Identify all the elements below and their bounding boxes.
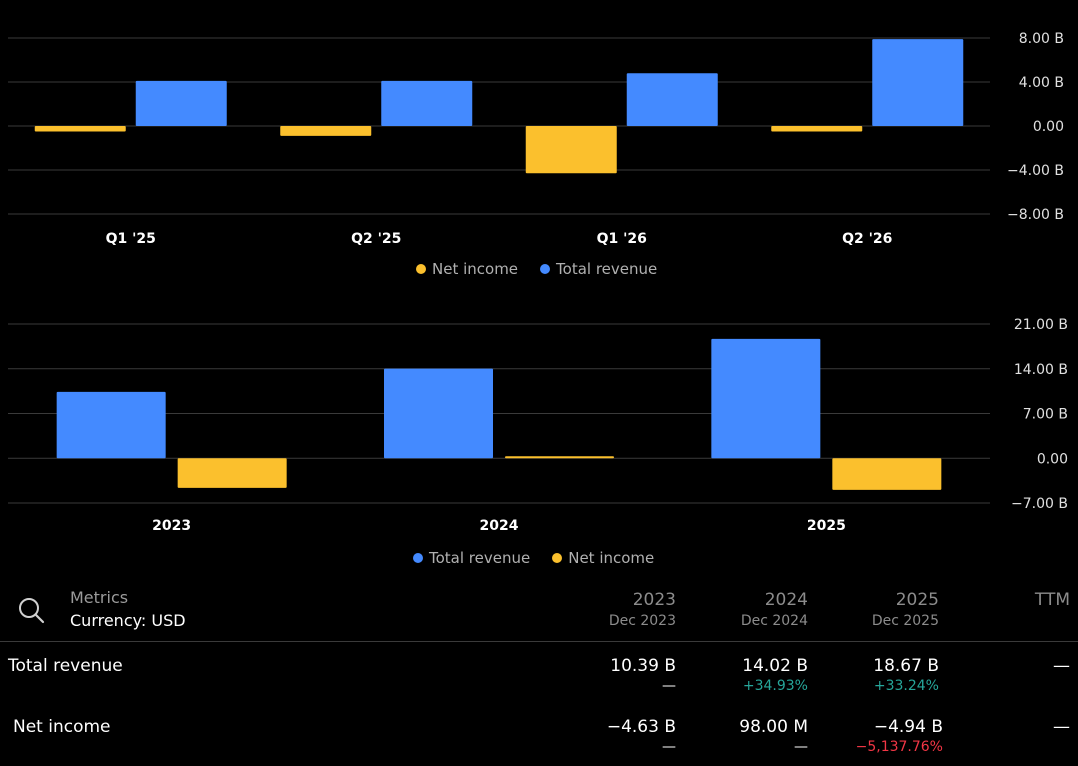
- legend-label: Total revenue: [429, 549, 531, 567]
- legend-dot: [540, 264, 551, 274]
- column-period: Dec 2024: [740, 613, 808, 629]
- column-year: 2024: [764, 590, 808, 610]
- x-tick-label: 2024: [480, 518, 519, 534]
- bar-net-income[interactable]: [832, 458, 942, 490]
- legend-label: Net income: [432, 260, 519, 278]
- column-year: 2025: [895, 590, 939, 610]
- table-divider: [0, 641, 1078, 642]
- cell-change: −5,137.76%: [855, 739, 943, 755]
- cell-value: −4.63 B: [606, 717, 676, 737]
- bar-total-revenue[interactable]: [711, 338, 821, 459]
- y-tick-label: 0.00: [1033, 119, 1064, 135]
- x-tick-label: Q1 '26: [597, 231, 647, 247]
- column-period: Dec 2023: [608, 613, 676, 629]
- bar-net-income[interactable]: [177, 458, 287, 488]
- legend-item-net-income[interactable]: Net income: [416, 260, 518, 278]
- y-tick-label: −8.00 B: [1007, 207, 1064, 223]
- bar-total-revenue[interactable]: [135, 80, 227, 126]
- chart1-legend: Net income Total revenue: [416, 260, 657, 278]
- cell-total-revenue-2025: 18.67 B +33.24%: [873, 656, 939, 694]
- bar-total-revenue[interactable]: [381, 80, 473, 126]
- row-label-total-revenue[interactable]: Total revenue: [8, 656, 123, 676]
- x-tick-label: Q2 '26: [842, 231, 892, 247]
- cell-net-income-2025: −4.94 B −5,137.76%: [856, 717, 943, 755]
- cell-change: —: [662, 739, 676, 755]
- legend-label: Net income: [568, 549, 655, 567]
- column-header-2025: 2025 Dec 2025: [872, 590, 939, 629]
- y-tick-label: −7.00 B: [1011, 496, 1068, 512]
- row-label-net-income[interactable]: Net income: [13, 717, 111, 737]
- y-tick-label: 14.00 B: [1014, 362, 1068, 378]
- y-tick-label: 8.00 B: [1019, 31, 1064, 47]
- cell-net-income-2024: 98.00 M —: [739, 717, 808, 755]
- y-tick-label: 21.00 B: [1014, 317, 1068, 333]
- legend-item-net-income[interactable]: Net income: [552, 549, 654, 567]
- annual-bar-chart: 21.00 B 14.00 B 7.00 B 0.00 −7.00 B 2023 2024 2…: [8, 317, 1068, 534]
- legend-item-total-revenue[interactable]: Total revenue: [413, 549, 530, 567]
- x-tick-label: 2023: [152, 518, 191, 534]
- y-tick-label: 4.00 B: [1019, 75, 1064, 91]
- cell-value: 98.00 M: [739, 717, 808, 737]
- bar-net-income[interactable]: [505, 456, 614, 459]
- cell-change: —: [794, 739, 808, 755]
- column-header-2024: 2024 Dec 2024: [741, 590, 808, 629]
- column-year: TTM: [1034, 590, 1070, 610]
- currency-label: Currency: USD: [70, 611, 186, 630]
- y-tick-label: −4.00 B: [1007, 163, 1064, 179]
- quarterly-bar-chart: 8.00 B 4.00 B 0.00 −4.00 B −8.00 B Q1 '25 Q2 '…: [8, 31, 1064, 247]
- bar-net-income[interactable]: [525, 126, 617, 174]
- column-year: 2023: [632, 590, 676, 610]
- cell-value: —: [1053, 656, 1070, 676]
- cell-value: 14.02 B: [742, 656, 808, 676]
- column-header-2023: 2023 Dec 2023: [609, 590, 676, 629]
- cell-net-income-2023: −4.63 B —: [607, 717, 676, 755]
- y-tick-label: 0.00: [1037, 451, 1068, 467]
- cell-value: 18.67 B: [873, 656, 939, 676]
- cell-change: +34.93%: [742, 678, 808, 694]
- bar-total-revenue[interactable]: [626, 73, 718, 126]
- x-tick-label: Q1 '25: [106, 231, 156, 247]
- search-icon[interactable]: [17, 596, 45, 624]
- column-header-ttm: TTM: [1035, 590, 1070, 610]
- x-tick-label: 2025: [807, 518, 846, 534]
- cell-value: −4.94 B: [873, 717, 943, 737]
- bar-total-revenue[interactable]: [384, 368, 493, 459]
- cell-change: +33.24%: [873, 678, 939, 694]
- chart2-legend: Total revenue Net income: [413, 549, 654, 567]
- legend-label: Total revenue: [556, 260, 658, 278]
- legend-dot: [413, 553, 423, 563]
- cell-value: 10.39 B: [610, 656, 676, 676]
- bar-total-revenue[interactable]: [872, 39, 964, 126]
- bar-total-revenue[interactable]: [56, 391, 166, 459]
- cell-net-income-ttm: —: [1053, 717, 1070, 737]
- legend-dot: [552, 553, 563, 563]
- cell-value: —: [1053, 717, 1070, 737]
- bar-net-income[interactable]: [771, 126, 863, 132]
- cell-total-revenue-ttm: —: [1053, 656, 1070, 676]
- cell-change: —: [662, 678, 676, 694]
- legend-dot: [416, 264, 426, 274]
- metrics-title: Metrics: [70, 588, 129, 607]
- metrics-table-header: Metrics Currency: USD 2023 Dec 2023 2024…: [0, 582, 1078, 640]
- cell-total-revenue-2023: 10.39 B —: [610, 656, 676, 694]
- y-tick-label: 7.00 B: [1023, 407, 1068, 423]
- cell-total-revenue-2024: 14.02 B +34.93%: [742, 656, 808, 694]
- x-tick-label: Q2 '25: [351, 231, 401, 247]
- column-period: Dec 2025: [871, 613, 939, 629]
- bar-net-income[interactable]: [280, 126, 372, 136]
- legend-item-total-revenue[interactable]: Total revenue: [540, 260, 657, 278]
- bar-net-income[interactable]: [34, 126, 126, 132]
